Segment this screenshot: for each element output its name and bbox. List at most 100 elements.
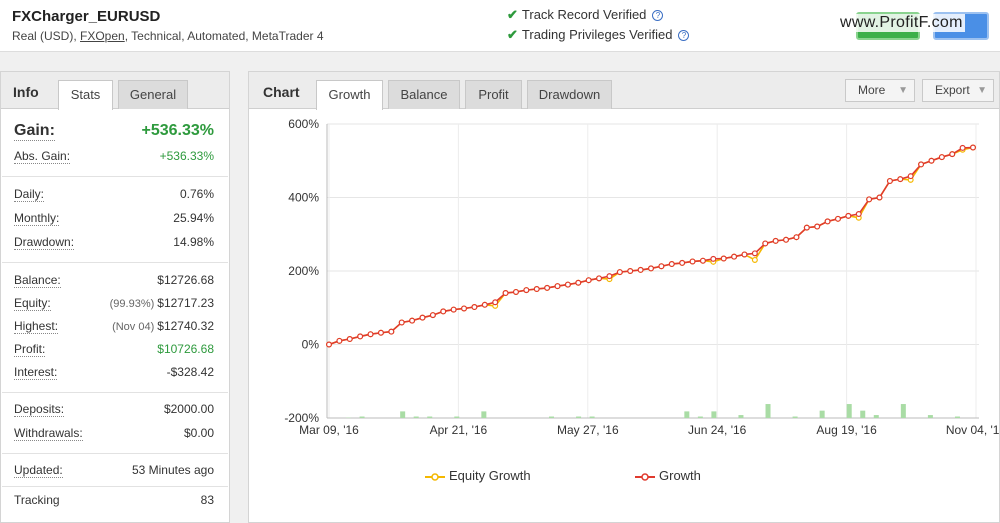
- info-tabbar: Info Stats General: [1, 72, 229, 110]
- stat-deposits: Deposits: $2000.00: [14, 402, 214, 420]
- point-growth: [918, 161, 925, 168]
- stat-label: Drawdown:: [14, 235, 75, 250]
- point-growth: [866, 196, 873, 203]
- stat-sub-value: (Nov 04): [112, 321, 155, 333]
- point-growth: [741, 251, 748, 258]
- point-growth: [907, 173, 914, 180]
- bar: [481, 411, 487, 418]
- stat-value: 53 Minutes ago: [131, 463, 214, 477]
- point-growth: [949, 151, 956, 158]
- point-growth: [377, 329, 384, 336]
- point-growth: [367, 331, 374, 338]
- point-growth: [357, 333, 364, 340]
- point-growth: [876, 194, 883, 201]
- export-dropdown[interactable]: Export ▼: [922, 79, 994, 102]
- stat-label: Daily:: [14, 187, 45, 202]
- point-growth: [502, 290, 509, 297]
- point-growth: [658, 263, 665, 270]
- stat-value: $12726.68: [157, 273, 214, 287]
- help-icon[interactable]: ?: [678, 30, 690, 42]
- legend-marker-growth: [635, 472, 655, 481]
- stat-value: $2000.00: [163, 402, 214, 416]
- stat-value: $12740.32: [157, 319, 214, 333]
- legend-marker-equity: [425, 472, 445, 481]
- bar: [860, 410, 866, 418]
- bar: [454, 416, 460, 418]
- chevron-down-icon: ▼: [898, 85, 908, 96]
- header: FXCharger_EURUSD Real (USD), FXOpen, Tec…: [0, 0, 1000, 52]
- divider: [2, 453, 228, 454]
- x-tick-label: Apr 21, '16: [430, 423, 488, 437]
- stat-label: Balance:: [14, 273, 61, 288]
- point-growth: [461, 305, 468, 312]
- point-growth: [388, 328, 395, 335]
- point-growth: [824, 218, 831, 225]
- legend-equity-growth[interactable]: Equity Growth: [425, 468, 531, 483]
- stat-updated: Updated: 53 Minutes ago: [14, 463, 214, 481]
- bar: [413, 416, 419, 418]
- divider: [2, 392, 228, 393]
- tab-stats[interactable]: Stats: [58, 80, 113, 110]
- tab-profit[interactable]: Profit: [465, 80, 522, 109]
- info-panel: Info Stats General Gain: +536.33% Abs. G…: [0, 71, 230, 523]
- growth-chart: -200% 0% 200% 400% 600% Mar 09, '16 Apr 21, '1…: [284, 117, 999, 437]
- tab-general[interactable]: General: [118, 80, 188, 109]
- bar: [954, 416, 960, 418]
- stat-label: Interest:: [14, 365, 58, 380]
- point-growth: [803, 224, 810, 231]
- stat-drawdown: Drawdown: 14.98%: [14, 235, 214, 253]
- stat-gain: Gain: +536.33%: [14, 122, 214, 144]
- help-icon[interactable]: ?: [652, 10, 664, 22]
- bar: [427, 416, 433, 418]
- divider: [2, 262, 228, 263]
- stat-label: Abs. Gain:: [14, 149, 71, 164]
- tab-drawdown[interactable]: Drawdown: [527, 80, 612, 109]
- point-growth: [346, 335, 353, 342]
- point-growth: [793, 234, 800, 241]
- subtitle-prefix: Real (USD),: [12, 29, 81, 43]
- verification-label: Trading Privileges Verified: [521, 27, 673, 42]
- tab-balance[interactable]: Balance: [388, 80, 460, 109]
- chevron-down-icon: ▼: [977, 85, 987, 96]
- point-growth: [710, 255, 717, 262]
- point-growth: [814, 223, 821, 230]
- legend-label: Equity Growth: [449, 468, 531, 483]
- point-growth: [419, 314, 426, 321]
- point-growth: [679, 259, 686, 266]
- point-growth: [959, 144, 966, 151]
- point-growth: [440, 308, 447, 315]
- point-growth: [596, 275, 603, 282]
- more-dropdown[interactable]: More ▼: [845, 79, 915, 102]
- stat-label: Profit:: [14, 342, 46, 357]
- bar: [359, 416, 365, 418]
- stat-value-wrap: (99.93%) $12717.23: [110, 296, 214, 310]
- broker-link[interactable]: FXOpen: [80, 29, 125, 43]
- point-growth: [544, 284, 551, 291]
- point-growth: [429, 312, 436, 319]
- point-growth: [409, 317, 416, 324]
- point-growth: [512, 288, 519, 295]
- check-icon: ✔: [507, 27, 518, 42]
- legend-growth[interactable]: Growth: [635, 468, 701, 483]
- bar: [738, 415, 744, 418]
- point-growth: [325, 341, 332, 348]
- bar: [846, 404, 852, 418]
- stat-tracking: Tracking 83: [14, 493, 214, 511]
- point-growth: [523, 287, 530, 294]
- point-equity-growth: [751, 256, 758, 263]
- chart-heading: Chart: [263, 84, 300, 100]
- system-subtitle: Real (USD), FXOpen, Technical, Automated…: [12, 29, 324, 43]
- point-growth: [533, 286, 540, 293]
- point-growth: [834, 215, 841, 222]
- tab-growth[interactable]: Growth: [316, 80, 383, 110]
- divider: [2, 176, 228, 177]
- chart-tabbar: Chart Growth Balance Profit Drawdown Mor…: [249, 72, 999, 110]
- point-growth: [616, 269, 623, 276]
- point-growth: [845, 212, 852, 219]
- bar: [819, 410, 825, 418]
- stat-value: 0.76%: [179, 187, 214, 201]
- point-growth: [720, 255, 727, 262]
- subtitle-suffix: , Technical, Automated, MetaTrader 4: [124, 29, 324, 43]
- point-growth: [554, 283, 561, 290]
- y-tick-label: 400%: [288, 191, 319, 205]
